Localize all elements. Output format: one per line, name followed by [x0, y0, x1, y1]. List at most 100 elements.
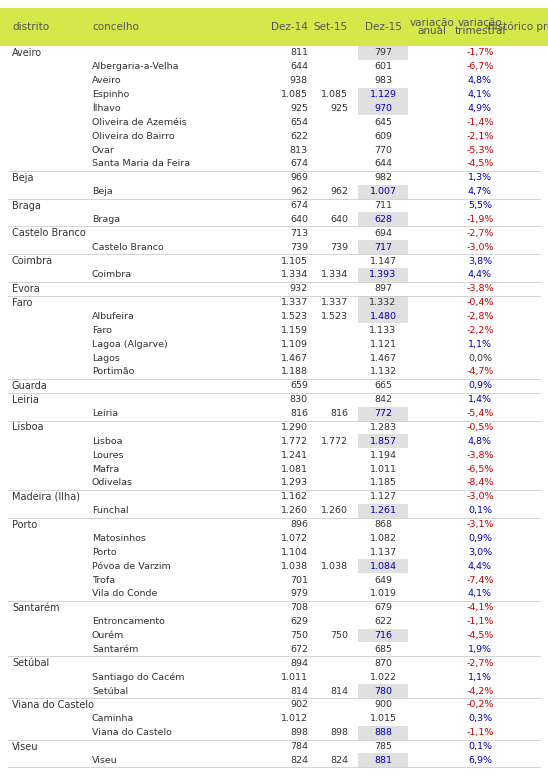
Text: 780: 780: [374, 687, 392, 695]
Text: 4,1%: 4,1%: [468, 590, 492, 598]
Text: 716: 716: [374, 631, 392, 640]
Text: histórico preços: histórico preços: [488, 22, 548, 32]
Text: 1.393: 1.393: [369, 270, 397, 280]
Bar: [358, 212, 408, 226]
Bar: [358, 684, 408, 698]
Text: 1.085: 1.085: [321, 90, 348, 99]
Text: -6,7%: -6,7%: [466, 63, 494, 71]
Bar: [358, 268, 408, 282]
Text: 1.133: 1.133: [369, 326, 397, 335]
Text: variação: variação: [458, 18, 503, 28]
Text: 1.127: 1.127: [369, 493, 397, 501]
Bar: [358, 46, 408, 60]
Text: 0,1%: 0,1%: [468, 506, 492, 515]
Text: 601: 601: [374, 63, 392, 71]
Text: 830: 830: [290, 395, 308, 404]
Text: 3,8%: 3,8%: [468, 257, 492, 265]
Text: 969: 969: [290, 173, 308, 182]
Text: 1.332: 1.332: [369, 298, 397, 307]
Text: Ílhavo: Ílhavo: [92, 104, 121, 113]
Text: -3,0%: -3,0%: [466, 493, 494, 501]
Text: 4,7%: 4,7%: [468, 187, 492, 197]
Text: Espinho: Espinho: [92, 90, 129, 99]
Text: Castelo Branco: Castelo Branco: [12, 229, 85, 238]
Text: 979: 979: [290, 590, 308, 598]
Text: 1.147: 1.147: [369, 257, 397, 265]
Text: 925: 925: [290, 104, 308, 113]
Text: Vila do Conde: Vila do Conde: [92, 590, 157, 598]
Text: trimestral: trimestral: [454, 26, 506, 36]
Text: -2,1%: -2,1%: [466, 132, 494, 141]
Text: -0,5%: -0,5%: [466, 423, 494, 432]
Text: 881: 881: [374, 756, 392, 765]
Text: 1.072: 1.072: [281, 534, 308, 543]
Text: 3,0%: 3,0%: [468, 548, 492, 557]
Text: distrito: distrito: [12, 22, 49, 32]
Text: Viana do Castelo: Viana do Castelo: [12, 700, 94, 710]
Text: 824: 824: [330, 756, 348, 765]
Text: 0,0%: 0,0%: [468, 354, 492, 363]
Text: 672: 672: [290, 645, 308, 654]
Text: 902: 902: [290, 701, 308, 709]
Text: 739: 739: [330, 243, 348, 251]
Text: Santarém: Santarém: [92, 645, 139, 654]
Text: 888: 888: [374, 728, 392, 737]
Bar: [358, 309, 408, 323]
Text: -3,8%: -3,8%: [466, 284, 494, 294]
Text: Dez-14: Dez-14: [271, 22, 308, 32]
Text: 982: 982: [374, 173, 392, 182]
Text: -2,7%: -2,7%: [466, 229, 494, 238]
Text: 1.261: 1.261: [369, 506, 397, 515]
Text: 674: 674: [290, 201, 308, 210]
Text: -1,1%: -1,1%: [466, 617, 494, 626]
Text: 4,1%: 4,1%: [468, 90, 492, 99]
Text: -3,0%: -3,0%: [466, 243, 494, 251]
Text: Setúbal: Setúbal: [92, 687, 128, 695]
Text: 897: 897: [374, 284, 392, 294]
Text: 5,5%: 5,5%: [468, 201, 492, 210]
Text: Leiria: Leiria: [92, 409, 118, 418]
Text: Odivelas: Odivelas: [92, 478, 133, 488]
Text: Dez-15: Dez-15: [364, 22, 402, 32]
Text: 894: 894: [290, 659, 308, 668]
Text: 4,4%: 4,4%: [468, 270, 492, 280]
Text: 1.038: 1.038: [281, 561, 308, 571]
Text: -0,4%: -0,4%: [466, 298, 494, 307]
Text: -3,1%: -3,1%: [466, 520, 494, 529]
Text: 1.104: 1.104: [281, 548, 308, 557]
Text: 814: 814: [330, 687, 348, 695]
Text: -0,2%: -0,2%: [466, 701, 494, 709]
Text: 1.185: 1.185: [369, 478, 397, 488]
Bar: [358, 406, 408, 420]
Text: 674: 674: [290, 160, 308, 168]
Text: 1.011: 1.011: [281, 673, 308, 682]
Text: 711: 711: [374, 201, 392, 210]
Text: 1.007: 1.007: [369, 187, 397, 197]
Text: 1.132: 1.132: [369, 367, 397, 377]
Text: 1.772: 1.772: [281, 437, 308, 446]
Text: 1.772: 1.772: [321, 437, 348, 446]
Text: Santarém: Santarém: [12, 603, 60, 613]
Text: 898: 898: [290, 728, 308, 737]
Text: 1.480: 1.480: [369, 312, 397, 321]
Text: 1.137: 1.137: [369, 548, 397, 557]
Text: 1.188: 1.188: [281, 367, 308, 377]
Text: Viseu: Viseu: [92, 756, 118, 765]
Text: 4,9%: 4,9%: [468, 104, 492, 113]
Text: 685: 685: [374, 645, 392, 654]
Bar: [358, 559, 408, 573]
Text: 1.082: 1.082: [369, 534, 397, 543]
Text: Leiria: Leiria: [12, 395, 39, 405]
Text: 1.012: 1.012: [281, 714, 308, 723]
Text: 1.523: 1.523: [281, 312, 308, 321]
Text: 609: 609: [374, 132, 392, 141]
Bar: [358, 503, 408, 518]
Text: 814: 814: [290, 687, 308, 695]
Text: 1.121: 1.121: [369, 340, 397, 348]
Text: Évora: Évora: [12, 283, 40, 294]
Bar: [358, 296, 408, 309]
Text: 1.085: 1.085: [281, 90, 308, 99]
Text: -1,4%: -1,4%: [466, 117, 494, 127]
Text: 708: 708: [290, 604, 308, 612]
Text: 983: 983: [374, 76, 392, 85]
